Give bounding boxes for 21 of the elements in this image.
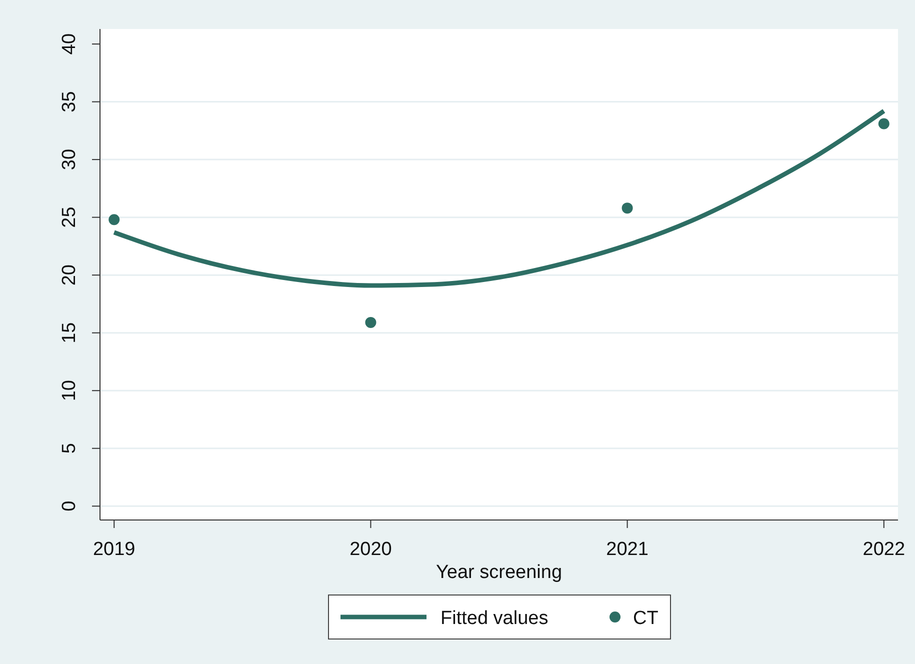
- legend-label: Fitted values: [440, 608, 548, 629]
- y-tick-label: 10: [59, 380, 80, 402]
- point: [108, 214, 120, 226]
- point: [622, 202, 633, 214]
- x-tick-label: 2020: [350, 539, 392, 560]
- y-tick-label: 5: [59, 443, 80, 454]
- y-tick-label: 25: [59, 206, 80, 228]
- y-tick-label: 20: [59, 264, 80, 286]
- y-tick-label: 30: [59, 148, 80, 170]
- point: [365, 316, 376, 328]
- point: [878, 118, 890, 130]
- x-axis-title: Year screening: [436, 562, 562, 583]
- x-tick-label: 2022: [862, 539, 906, 560]
- y-tick-label: 0: [59, 500, 80, 512]
- y-tick-label: 40: [59, 33, 80, 55]
- x-tick-label: 2021: [606, 539, 648, 560]
- y-tick-label: 35: [59, 91, 80, 112]
- legend-label: CT: [633, 608, 659, 629]
- x-tick-label: 2019: [92, 539, 136, 560]
- y-tick-label: 15: [59, 322, 80, 344]
- line-series: [112, 108, 886, 288]
